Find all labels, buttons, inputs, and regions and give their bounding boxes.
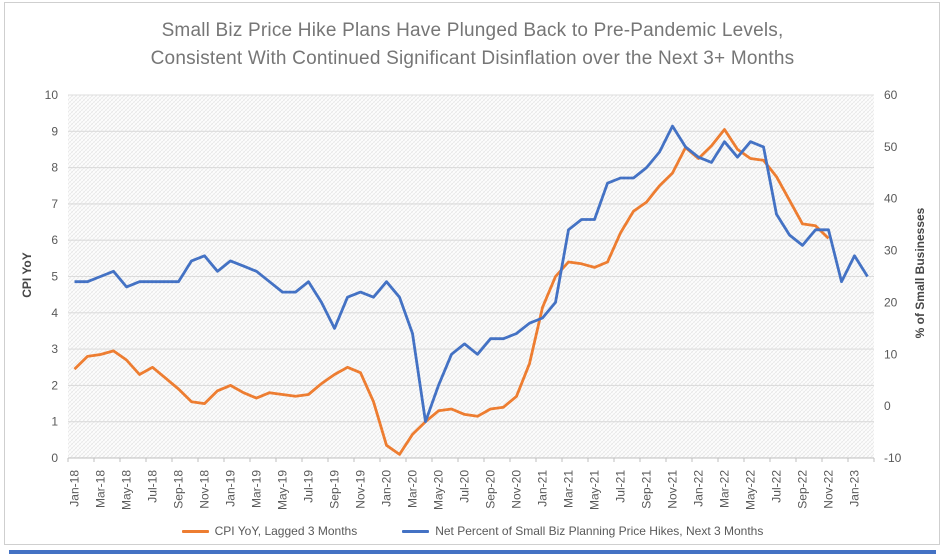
left-axis-tick-label: 10 — [45, 88, 59, 102]
x-axis-label: May-21 — [588, 470, 602, 510]
x-axis-label: Jan-22 — [692, 470, 706, 507]
legend-item-cpi: CPI YoY, Lagged 3 Months — [181, 524, 358, 538]
x-axis-label: Jan-21 — [536, 470, 550, 507]
left-axis-title: CPI YoY — [20, 252, 34, 298]
legend: CPI YoY, Lagged 3 Months Net Percent of … — [0, 524, 945, 538]
right-axis-title: % of Small Businesses — [913, 207, 927, 339]
x-axis-label: Mar-18 — [94, 470, 108, 508]
x-axis-label: May-20 — [432, 470, 446, 510]
right-axis-tick-label: 50 — [884, 140, 898, 154]
left-axis-tick-label: 6 — [51, 233, 58, 247]
left-axis-tick-label: 8 — [51, 161, 58, 175]
x-axis-label: Nov-22 — [822, 470, 836, 509]
legend-label-cpi: CPI YoY, Lagged 3 Months — [214, 524, 358, 538]
legend-item-price-hikes: Net Percent of Small Biz Planning Price … — [402, 524, 763, 538]
left-axis-tick-label: 0 — [51, 451, 58, 465]
x-axis-label: Mar-21 — [562, 470, 576, 508]
right-axis-tick-label: 10 — [884, 347, 898, 361]
x-axis-label: Mar-22 — [718, 470, 732, 508]
right-axis-tick-label: 40 — [884, 192, 898, 206]
x-axis-label: May-19 — [276, 470, 290, 510]
x-axis-label: Nov-21 — [666, 470, 680, 509]
x-axis-label: Nov-19 — [354, 470, 368, 509]
left-axis-tick-label: 2 — [51, 378, 58, 392]
price-hikes-line-swatch — [402, 529, 430, 533]
x-axis-label: Sep-18 — [172, 470, 186, 509]
right-axis-tick-label: 20 — [884, 295, 898, 309]
x-axis-label: Sep-19 — [328, 470, 342, 509]
series-line-1 — [74, 124, 869, 424]
chart-title-line1: Small Biz Price Hike Plans Have Plunged … — [161, 20, 784, 41]
x-axis-label: Jul-20 — [458, 470, 472, 503]
right-axis-tick-label: -10 — [884, 451, 902, 465]
left-axis-tick-label: 5 — [51, 270, 58, 284]
left-axis-tick-label: 4 — [51, 306, 58, 320]
x-axis-label: Nov-20 — [510, 470, 524, 509]
x-axis-label: Nov-18 — [198, 470, 212, 509]
x-axis-label: Jul-22 — [770, 470, 784, 503]
x-axis-label: Jul-21 — [614, 470, 628, 503]
right-axis-tick-label: 30 — [884, 244, 898, 258]
x-axis-label: Jul-18 — [146, 470, 160, 503]
x-axis-label: Sep-22 — [796, 470, 810, 509]
left-axis-tick-label: 7 — [51, 197, 58, 211]
x-axis-label: Sep-21 — [640, 470, 654, 509]
x-axis-label: Jan-20 — [380, 470, 394, 507]
series-line-0 — [73, 128, 830, 456]
x-axis-label: Jan-18 — [68, 470, 82, 507]
cpi-line-swatch — [181, 529, 209, 533]
x-axis-label: May-18 — [120, 470, 134, 510]
right-axis-tick-label: 60 — [884, 88, 898, 102]
x-axis-label: Jan-19 — [224, 470, 238, 507]
x-axis-label: Jul-19 — [302, 470, 316, 503]
left-axis-tick-label: 3 — [51, 342, 58, 356]
chart-title-line2: Consistent With Continued Significant Di… — [150, 48, 795, 69]
bottom-accent-bar — [9, 550, 936, 554]
x-axis-label: Mar-19 — [250, 470, 264, 508]
x-axis-label: Jan-23 — [848, 470, 862, 507]
x-axis-label: Sep-20 — [484, 470, 498, 509]
left-axis-tick-label: 1 — [51, 415, 58, 429]
legend-label-price-hikes: Net Percent of Small Biz Planning Price … — [435, 524, 764, 538]
chart-title: Small Biz Price Hike Plans Have Plunged … — [0, 17, 945, 73]
x-axis-label: May-22 — [744, 470, 758, 510]
right-axis-tick-label: 0 — [884, 399, 891, 413]
left-axis-tick-label: 9 — [51, 124, 58, 138]
x-axis-label: Mar-20 — [406, 470, 420, 508]
